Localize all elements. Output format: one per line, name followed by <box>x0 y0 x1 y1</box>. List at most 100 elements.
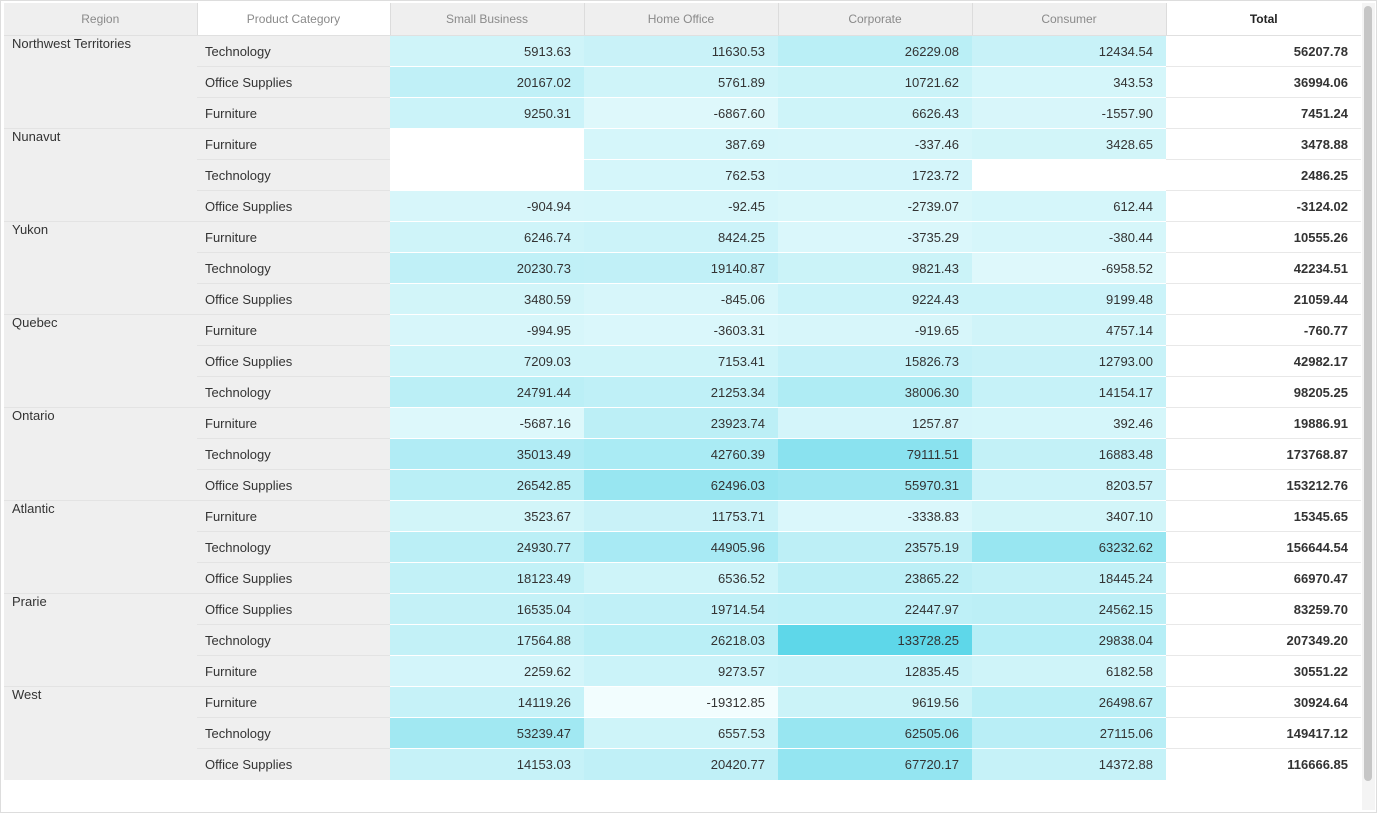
value-cell-consumer[interactable]: 612.44 <box>972 190 1166 222</box>
vertical-scrollbar[interactable] <box>1362 3 1375 810</box>
category-cell[interactable]: Furniture <box>197 500 390 532</box>
column-header-total[interactable]: Total <box>1166 3 1361 36</box>
total-cell[interactable]: 56207.78 <box>1166 35 1361 67</box>
total-cell[interactable]: 10555.26 <box>1166 221 1361 253</box>
value-cell-home-office[interactable]: 42760.39 <box>584 438 778 470</box>
value-cell-consumer[interactable]: 3428.65 <box>972 128 1166 160</box>
value-cell-corporate[interactable]: 9821.43 <box>778 252 972 284</box>
value-cell-consumer[interactable]: 18445.24 <box>972 562 1166 594</box>
value-cell-home-office[interactable]: 62496.03 <box>584 469 778 501</box>
total-cell[interactable]: 207349.20 <box>1166 624 1361 656</box>
total-cell[interactable]: 66970.47 <box>1166 562 1361 594</box>
category-cell[interactable]: Technology <box>197 717 390 749</box>
region-cell[interactable]: Northwest Territories <box>4 35 197 129</box>
value-cell-small-business[interactable]: 26542.85 <box>390 469 584 501</box>
category-cell[interactable]: Furniture <box>197 407 390 439</box>
value-cell-consumer[interactable]: 8203.57 <box>972 469 1166 501</box>
value-cell-small-business[interactable]: 20230.73 <box>390 252 584 284</box>
column-header-small-business[interactable]: Small Business <box>390 3 585 36</box>
value-cell-small-business[interactable]: -994.95 <box>390 314 584 346</box>
value-cell-home-office[interactable]: 6557.53 <box>584 717 778 749</box>
column-header-consumer[interactable]: Consumer <box>972 3 1167 36</box>
value-cell-home-office[interactable]: 26218.03 <box>584 624 778 656</box>
total-cell[interactable]: 7451.24 <box>1166 97 1361 129</box>
total-cell[interactable]: -760.77 <box>1166 314 1361 346</box>
value-cell-small-business[interactable]: 5913.63 <box>390 35 584 67</box>
category-cell[interactable]: Office Supplies <box>197 469 390 501</box>
value-cell-consumer[interactable]: 343.53 <box>972 66 1166 98</box>
category-cell[interactable]: Office Supplies <box>197 593 390 625</box>
value-cell-home-office[interactable]: 44905.96 <box>584 531 778 563</box>
category-cell[interactable]: Furniture <box>197 221 390 253</box>
value-cell-home-office[interactable]: 11630.53 <box>584 35 778 67</box>
value-cell-consumer[interactable]: 27115.06 <box>972 717 1166 749</box>
value-cell-consumer[interactable]: 12793.00 <box>972 345 1166 377</box>
category-cell[interactable]: Technology <box>197 252 390 284</box>
total-cell[interactable]: 153212.76 <box>1166 469 1361 501</box>
category-cell[interactable]: Office Supplies <box>197 562 390 594</box>
total-cell[interactable]: 156644.54 <box>1166 531 1361 563</box>
value-cell-home-office[interactable]: -19312.85 <box>584 686 778 718</box>
category-cell[interactable]: Furniture <box>197 655 390 687</box>
value-cell-consumer[interactable]: 29838.04 <box>972 624 1166 656</box>
category-cell[interactable]: Furniture <box>197 128 390 160</box>
value-cell-home-office[interactable]: 762.53 <box>584 159 778 191</box>
value-cell-consumer[interactable]: -1557.90 <box>972 97 1166 129</box>
value-cell-consumer[interactable]: 392.46 <box>972 407 1166 439</box>
value-cell-small-business[interactable]: 24930.77 <box>390 531 584 563</box>
value-cell-corporate[interactable]: -919.65 <box>778 314 972 346</box>
value-cell-small-business[interactable] <box>390 159 584 191</box>
category-cell[interactable]: Furniture <box>197 686 390 718</box>
value-cell-corporate[interactable]: 12835.45 <box>778 655 972 687</box>
value-cell-small-business[interactable]: 35013.49 <box>390 438 584 470</box>
total-cell[interactable]: 42234.51 <box>1166 252 1361 284</box>
scrollbar-thumb[interactable] <box>1364 6 1372 781</box>
region-cell[interactable]: Nunavut <box>4 128 197 222</box>
value-cell-home-office[interactable]: 9273.57 <box>584 655 778 687</box>
region-cell[interactable]: Yukon <box>4 221 197 315</box>
value-cell-corporate[interactable]: 23865.22 <box>778 562 972 594</box>
value-cell-home-office[interactable]: 387.69 <box>584 128 778 160</box>
value-cell-small-business[interactable]: 53239.47 <box>390 717 584 749</box>
value-cell-small-business[interactable]: 14119.26 <box>390 686 584 718</box>
value-cell-consumer[interactable]: 24562.15 <box>972 593 1166 625</box>
value-cell-corporate[interactable]: 6626.43 <box>778 97 972 129</box>
total-cell[interactable]: 2486.25 <box>1166 159 1361 191</box>
value-cell-home-office[interactable]: 6536.52 <box>584 562 778 594</box>
value-cell-corporate[interactable]: 67720.17 <box>778 748 972 780</box>
total-cell[interactable]: 42982.17 <box>1166 345 1361 377</box>
value-cell-corporate[interactable]: 1723.72 <box>778 159 972 191</box>
total-cell[interactable]: 15345.65 <box>1166 500 1361 532</box>
value-cell-home-office[interactable]: 7153.41 <box>584 345 778 377</box>
category-cell[interactable]: Technology <box>197 376 390 408</box>
value-cell-small-business[interactable]: 24791.44 <box>390 376 584 408</box>
value-cell-consumer[interactable]: 6182.58 <box>972 655 1166 687</box>
value-cell-home-office[interactable]: -3603.31 <box>584 314 778 346</box>
region-cell[interactable]: Atlantic <box>4 500 197 594</box>
value-cell-corporate[interactable]: 62505.06 <box>778 717 972 749</box>
value-cell-small-business[interactable]: 17564.88 <box>390 624 584 656</box>
value-cell-home-office[interactable]: -6867.60 <box>584 97 778 129</box>
value-cell-corporate[interactable]: 10721.62 <box>778 66 972 98</box>
value-cell-corporate[interactable]: -337.46 <box>778 128 972 160</box>
column-header-product-category[interactable]: Product Category <box>197 3 391 36</box>
value-cell-small-business[interactable]: 18123.49 <box>390 562 584 594</box>
category-cell[interactable]: Technology <box>197 159 390 191</box>
total-cell[interactable]: 149417.12 <box>1166 717 1361 749</box>
value-cell-consumer[interactable]: 63232.62 <box>972 531 1166 563</box>
category-cell[interactable]: Technology <box>197 531 390 563</box>
column-header-home-office[interactable]: Home Office <box>584 3 779 36</box>
category-cell[interactable]: Office Supplies <box>197 283 390 315</box>
value-cell-home-office[interactable]: 5761.89 <box>584 66 778 98</box>
category-cell[interactable]: Furniture <box>197 97 390 129</box>
column-header-corporate[interactable]: Corporate <box>778 3 973 36</box>
total-cell[interactable]: 116666.85 <box>1166 748 1361 780</box>
value-cell-small-business[interactable]: 14153.03 <box>390 748 584 780</box>
value-cell-consumer[interactable]: 14372.88 <box>972 748 1166 780</box>
value-cell-corporate[interactable]: 15826.73 <box>778 345 972 377</box>
region-cell[interactable]: Quebec <box>4 314 197 408</box>
region-cell[interactable]: West <box>4 686 197 780</box>
value-cell-corporate[interactable]: -3338.83 <box>778 500 972 532</box>
category-cell[interactable]: Technology <box>197 438 390 470</box>
value-cell-corporate[interactable]: 79111.51 <box>778 438 972 470</box>
